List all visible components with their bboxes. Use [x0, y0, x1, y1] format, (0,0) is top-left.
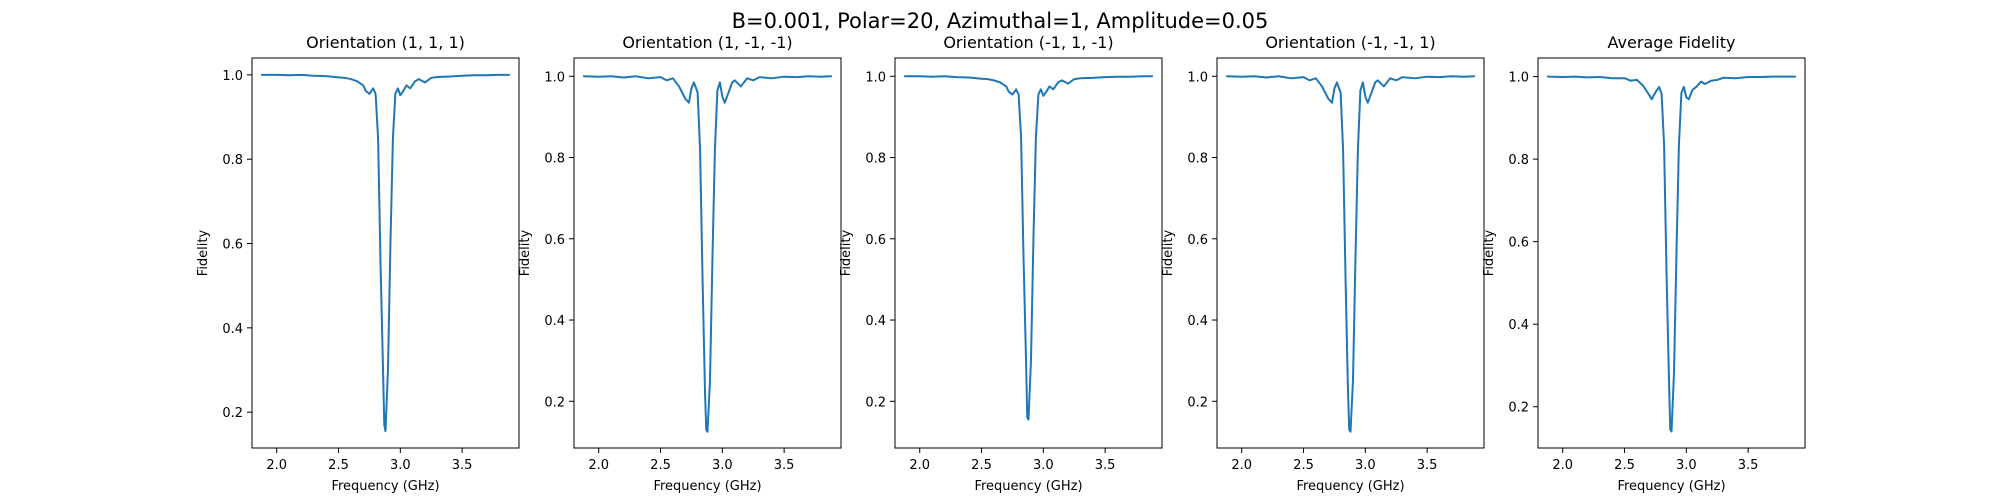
y-tick-label: 0.2: [1508, 401, 1529, 416]
subplot-title: Average Fidelity: [1608, 33, 1736, 52]
x-tick-label: 3.5: [1738, 458, 1759, 473]
x-tick-label: 2.5: [971, 458, 992, 473]
y-tick-label: 0.4: [544, 314, 565, 329]
y-tick-label: 0.2: [865, 395, 886, 410]
series-line: [1546, 75, 1797, 433]
y-tick-label: 0.8: [865, 152, 886, 167]
series-line: [582, 75, 833, 433]
y-tick-label: 0.8: [1508, 153, 1529, 168]
y-tick-label: 0.4: [1187, 314, 1208, 329]
subplot-grid: Orientation (1, 1, 1) 2.0 2.5 3.0 3.5 0.2 0.4 0…: [196, 33, 1806, 494]
y-tick-label: 0.2: [222, 406, 243, 421]
subplot-title: Orientation (-1, -1, 1): [1265, 33, 1435, 52]
x-tick-label: 3.0: [712, 458, 733, 473]
x-axis-label: Frequency (GHz): [653, 479, 761, 494]
x-tick-label: 3.0: [1355, 458, 1376, 473]
x-tick-label: 2.0: [909, 458, 930, 473]
x-tick-label: 2.5: [1614, 458, 1635, 473]
x-tick-label: 2.0: [1231, 458, 1252, 473]
y-tick-label: 1.0: [1187, 70, 1208, 85]
subplot-title: Orientation (-1, 1, -1): [943, 33, 1113, 52]
y-axis-label: Fidelity: [1161, 229, 1176, 276]
x-tick-label: 2.0: [1552, 458, 1573, 473]
x-tick-label: 3.5: [1417, 458, 1438, 473]
subplot-1: Orientation (1, 1, 1) 2.0 2.5 3.0 3.5 0.2 0.4 0…: [196, 33, 520, 494]
y-tick-label: 1.0: [1508, 71, 1529, 86]
x-tick-label: 2.0: [266, 458, 287, 473]
x-axis-label: Frequency (GHz): [1617, 479, 1725, 494]
x-tick-label: 3.0: [1033, 458, 1054, 473]
figure-suptitle: B=0.001, Polar=20, Azimuthal=1, Amplitud…: [732, 9, 1269, 33]
x-tick-label: 2.5: [328, 458, 349, 473]
axes-frame: [894, 57, 1163, 449]
subplot-4: Orientation (-1, -1, 1) 2.0 2.5 3.0 3.5 0.2 0.…: [1161, 33, 1485, 494]
y-tick-label: 0.6: [544, 233, 565, 248]
y-tick-label: 1.0: [544, 70, 565, 85]
y-tick-label: 0.6: [222, 238, 243, 253]
y-tick-label: 1.0: [865, 70, 886, 85]
x-tick-label: 3.0: [390, 458, 411, 473]
y-tick-label: 0.8: [222, 153, 243, 168]
subplot-3: Orientation (-1, 1, -1) 2.0 2.5 3.0 3.5 0.2 0.…: [839, 33, 1163, 494]
axes-frame: [251, 57, 520, 449]
subplot-2: Orientation (1, -1, -1) 2.0 2.5 3.0 3.5 0.2 0.…: [518, 33, 842, 494]
y-tick-label: 0.4: [1508, 318, 1529, 333]
y-tick-label: 0.6: [1187, 233, 1208, 248]
x-tick-label: 2.5: [650, 458, 671, 473]
x-tick-label: 3.0: [1676, 458, 1697, 473]
x-tick-label: 2.0: [588, 458, 609, 473]
y-tick-label: 0.8: [544, 152, 565, 167]
y-tick-label: 0.4: [865, 314, 886, 329]
y-axis-label: Fidelity: [196, 229, 211, 276]
x-tick-label: 2.5: [1293, 458, 1314, 473]
y-tick-label: 0.2: [1187, 395, 1208, 410]
x-tick-label: 3.5: [774, 458, 795, 473]
y-axis-label: Fidelity: [839, 229, 854, 276]
subplot-title: Orientation (1, -1, -1): [622, 33, 792, 52]
x-axis-label: Frequency (GHz): [331, 479, 439, 494]
y-tick-label: 1.0: [222, 69, 243, 84]
y-tick-label: 0.6: [865, 233, 886, 248]
x-axis-label: Frequency (GHz): [1296, 479, 1404, 494]
series-line: [260, 73, 511, 433]
y-tick-label: 0.4: [222, 322, 243, 337]
y-axis-label: Fidelity: [518, 229, 533, 276]
y-tick-label: 0.8: [1187, 152, 1208, 167]
subplot-5: Average Fidelity 2.0 2.5 3.0 3.5 0.2 0.4 0.6 0.8…: [1482, 33, 1806, 494]
series-line: [903, 75, 1154, 421]
x-tick-label: 3.5: [1095, 458, 1116, 473]
axes-frame: [1216, 57, 1485, 449]
y-axis-label: Fidelity: [1482, 229, 1497, 276]
axes-frame: [1537, 57, 1806, 449]
x-tick-label: 3.5: [452, 458, 473, 473]
x-axis-label: Frequency (GHz): [974, 479, 1082, 494]
axes-frame: [573, 57, 842, 449]
y-tick-label: 0.6: [1508, 236, 1529, 251]
y-tick-label: 0.2: [544, 395, 565, 410]
series-line: [1225, 75, 1476, 433]
subplot-title: Orientation (1, 1, 1): [306, 33, 465, 52]
